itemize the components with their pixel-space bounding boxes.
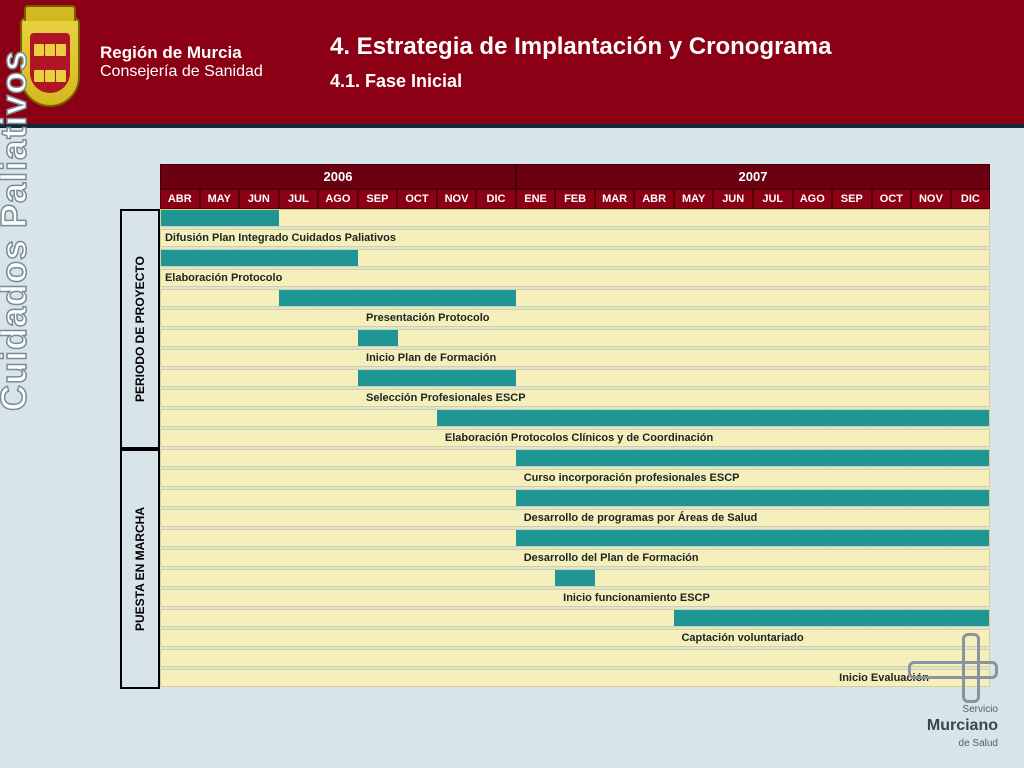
gantt-month: ABR xyxy=(160,189,200,209)
gantt-month: SEP xyxy=(832,189,872,209)
gantt-task-bar-row xyxy=(160,489,990,507)
gantt-task-bar xyxy=(358,330,397,346)
gantt-task-label: Desarrollo del Plan de Formación xyxy=(524,552,699,564)
gantt-task-label: Presentación Protocolo xyxy=(366,312,489,324)
gantt-month: OCT xyxy=(872,189,912,209)
gantt-task-bar xyxy=(674,610,989,626)
gantt-task-label-row: Desarrollo de programas por Áreas de Sal… xyxy=(160,509,990,527)
gantt-task-bar-row xyxy=(160,209,990,227)
gantt-year: 2007 xyxy=(516,164,990,189)
gantt-task-label-row: Elaboración Protocolos Clínicos y de Coo… xyxy=(160,429,990,447)
gantt-task-label-row: Presentación Protocolo xyxy=(160,309,990,327)
gantt-month: JUL xyxy=(279,189,319,209)
gantt-month: JUN xyxy=(239,189,279,209)
gantt-task-label-row: Selección Profesionales ESCP xyxy=(160,389,990,407)
gantt-month: MAR xyxy=(595,189,635,209)
gantt-month: DIC xyxy=(476,189,516,209)
gantt-task-bar-row xyxy=(160,609,990,627)
gantt-task-label: Desarrollo de programas por Áreas de Sal… xyxy=(524,512,758,524)
gantt-task-label-row: Inicio Plan de Formación xyxy=(160,349,990,367)
gantt-task-bar-row xyxy=(160,289,990,307)
logo-line2: de Salud xyxy=(959,738,998,749)
gantt-month: MAY xyxy=(674,189,714,209)
side-label: Cuidados Paliativos xyxy=(0,50,35,411)
gantt-task-label-row: Elaboración Protocolo xyxy=(160,269,990,287)
gantt-month: ABR xyxy=(634,189,674,209)
gantt-task-bar xyxy=(555,570,594,586)
gantt-task-bar xyxy=(161,250,358,266)
gantt-month: NOV xyxy=(437,189,477,209)
gantt-task-bar-row xyxy=(160,529,990,547)
gantt-task-label-row: Curso incorporación profesionales ESCP xyxy=(160,469,990,487)
consejeria-name: Consejería de Sanidad xyxy=(100,63,320,81)
logo-line1: Servicio xyxy=(962,704,998,715)
gantt-task-bar-row xyxy=(160,649,990,667)
gantt-task-label: Inicio funcionamiento ESCP xyxy=(563,592,710,604)
gantt-task-bar xyxy=(358,370,516,386)
gantt-task-bar-row xyxy=(160,569,990,587)
gantt-task-label: Inicio Plan de Formación xyxy=(366,352,496,364)
gantt-task-bar-row xyxy=(160,449,990,467)
gantt-month-row: ABRMAYJUNJULAGOSEPOCTNOVDICENEFEBMARABRM… xyxy=(120,189,990,209)
gantt-task-bar xyxy=(516,450,989,466)
gantt-task-bar-row xyxy=(160,409,990,427)
gantt-task-bar xyxy=(516,530,989,546)
phase-label: PUESTA EN MARCHA xyxy=(120,449,160,689)
gantt-month: OCT xyxy=(397,189,437,209)
gantt-month: FEB xyxy=(555,189,595,209)
gantt-task-bar-row xyxy=(160,329,990,347)
region-name: Región de Murcia xyxy=(100,43,320,63)
gantt-task-label: Selección Profesionales ESCP xyxy=(366,392,526,404)
gantt-task-label: Curso incorporación profesionales ESCP xyxy=(524,472,740,484)
gantt-task-label-row: Inicio Evaluación xyxy=(160,669,990,687)
gantt-task-bar xyxy=(516,490,989,506)
phase-label: PERIODO DE PROYECTO xyxy=(120,209,160,449)
gantt-task-bar-row xyxy=(160,249,990,267)
cross-icon xyxy=(908,633,998,703)
gantt-month: NOV xyxy=(911,189,951,209)
gantt-task-bar-row xyxy=(160,369,990,387)
gantt-month: JUL xyxy=(753,189,793,209)
gantt-task-bar xyxy=(437,410,989,426)
gantt-month: AGO xyxy=(793,189,833,209)
gantt-task-label: Difusión Plan Integrado Cuidados Paliati… xyxy=(165,232,396,244)
gantt-task-label-row: Inicio funcionamiento ESCP xyxy=(160,589,990,607)
gantt-task-label: Elaboración Protocolo xyxy=(165,272,282,284)
gantt-task-bar xyxy=(279,290,516,306)
header-bar: Región de Murcia Consejería de Sanidad 4… xyxy=(0,0,1024,128)
gantt-month: SEP xyxy=(358,189,398,209)
gantt-task-label-row: Captación voluntariado xyxy=(160,629,990,647)
gantt-year-row: 20062007 xyxy=(120,164,990,189)
logo-brand: Murciano xyxy=(927,717,998,734)
sms-logo: Servicio Murciano de Salud xyxy=(908,633,998,750)
gantt-month: MAY xyxy=(200,189,240,209)
gantt-task-label: Elaboración Protocolos Clínicos y de Coo… xyxy=(445,432,713,444)
gantt-month: DIC xyxy=(951,189,991,209)
gantt-chart: 20062007 ABRMAYJUNJULAGOSEPOCTNOVDICENEF… xyxy=(120,164,990,689)
gantt-month: AGO xyxy=(318,189,358,209)
gantt-month: JUN xyxy=(713,189,753,209)
page-title: 4. Estrategia de Implantación y Cronogra… xyxy=(330,33,1004,61)
gantt-task-label-row: Desarrollo del Plan de Formación xyxy=(160,549,990,567)
gantt-year: 2006 xyxy=(160,164,516,189)
gantt-task-bar xyxy=(161,210,279,226)
page-subtitle: 4.1. Fase Inicial xyxy=(330,71,1004,92)
gantt-month: ENE xyxy=(516,189,556,209)
gantt-task-label-row: Difusión Plan Integrado Cuidados Paliati… xyxy=(160,229,990,247)
gantt-task-label: Captación voluntariado xyxy=(681,632,803,644)
